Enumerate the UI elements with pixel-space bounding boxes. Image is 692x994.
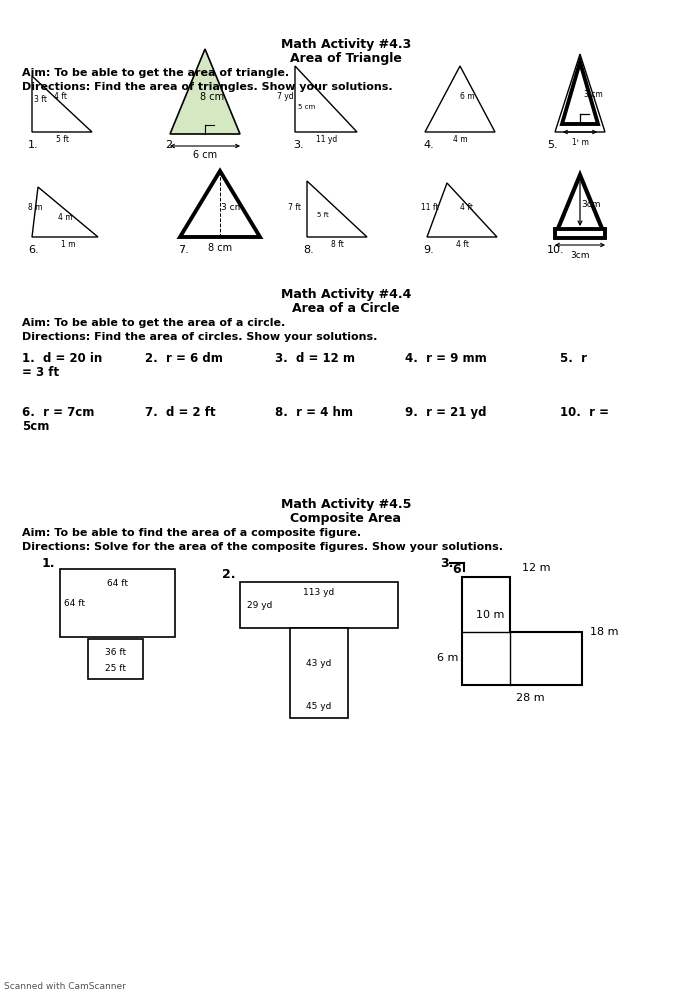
- Text: 64 ft: 64 ft: [64, 599, 84, 608]
- Text: 3.  d = 12 m: 3. d = 12 m: [275, 352, 355, 365]
- Text: 3cm: 3cm: [570, 251, 590, 260]
- Text: 36 ft: 36 ft: [105, 648, 126, 657]
- Text: 3 cm: 3 cm: [583, 90, 602, 99]
- Text: Area of a Circle: Area of a Circle: [292, 302, 400, 315]
- Bar: [240, 582, 398, 628]
- Text: 113 yd: 113 yd: [303, 587, 335, 597]
- Text: 1 m: 1 m: [61, 241, 75, 249]
- Text: 10 m: 10 m: [476, 610, 504, 620]
- Text: 3 cm: 3 cm: [221, 204, 243, 213]
- Text: 6 cm: 6 cm: [193, 150, 217, 160]
- Text: 10.  r =: 10. r =: [560, 407, 609, 419]
- Text: 6.: 6.: [28, 245, 39, 254]
- Text: 6 m: 6 m: [459, 92, 474, 101]
- Text: 9.: 9.: [423, 245, 434, 254]
- Text: 8 cm: 8 cm: [200, 91, 224, 102]
- Text: 11 ft: 11 ft: [421, 204, 439, 213]
- Text: 8.: 8.: [303, 245, 313, 254]
- Text: 3.: 3.: [440, 557, 453, 570]
- Text: 45 yd: 45 yd: [307, 702, 331, 711]
- Bar: [290, 628, 348, 719]
- Bar: [88, 639, 143, 679]
- Text: 5 ft: 5 ft: [57, 135, 69, 144]
- Text: Directions: Find the area of triangles. Show your solutions.: Directions: Find the area of triangles. …: [22, 82, 392, 91]
- Polygon shape: [170, 50, 240, 135]
- Text: Aim: To be able to find the area of a composite figure.: Aim: To be able to find the area of a co…: [22, 528, 361, 538]
- Text: 64 ft: 64 ft: [107, 579, 128, 587]
- Bar: [555, 230, 605, 239]
- Text: 3.: 3.: [293, 140, 304, 150]
- Text: 5.  r: 5. r: [560, 352, 587, 365]
- Text: 4 ft: 4 ft: [53, 92, 66, 101]
- Text: 6 m: 6 m: [437, 652, 459, 662]
- Text: = 3 ft: = 3 ft: [22, 366, 59, 379]
- Text: 29 yd: 29 yd: [247, 601, 273, 610]
- Text: 5.: 5.: [547, 140, 558, 150]
- Text: 7 yd: 7 yd: [277, 92, 293, 101]
- Text: 25 ft: 25 ft: [105, 664, 126, 673]
- Text: 4 ft: 4 ft: [457, 241, 469, 249]
- Text: 28 m: 28 m: [516, 692, 545, 703]
- Text: 2.  r = 6 dm: 2. r = 6 dm: [145, 352, 223, 365]
- Text: 5 cm: 5 cm: [298, 104, 316, 110]
- Text: 4 m: 4 m: [453, 135, 467, 144]
- Text: 18 m: 18 m: [590, 626, 619, 636]
- Text: 2.: 2.: [165, 140, 176, 150]
- Text: 1.: 1.: [28, 140, 39, 150]
- Text: Aim: To be able to get the area of triangle.: Aim: To be able to get the area of trian…: [22, 68, 289, 78]
- Text: 1.  d = 20 in: 1. d = 20 in: [22, 352, 102, 365]
- Text: 8 ft: 8 ft: [331, 241, 343, 249]
- Text: 1.: 1.: [42, 557, 55, 570]
- Text: Math Activity #4.3: Math Activity #4.3: [281, 39, 411, 52]
- Text: Scanned with CamScanner: Scanned with CamScanner: [4, 981, 126, 990]
- Text: 7.  d = 2 ft: 7. d = 2 ft: [145, 407, 216, 419]
- Text: 4 ft: 4 ft: [460, 204, 473, 213]
- Text: 11 yd: 11 yd: [316, 135, 338, 144]
- Text: 6.  r = 7cm: 6. r = 7cm: [22, 407, 94, 419]
- Text: 9.  r = 21 yd: 9. r = 21 yd: [405, 407, 486, 419]
- Text: 4.  r = 9 mm: 4. r = 9 mm: [405, 352, 486, 365]
- Text: 7 ft: 7 ft: [289, 204, 302, 213]
- Text: Math Activity #4.4: Math Activity #4.4: [281, 288, 411, 301]
- Text: 3cm: 3cm: [581, 201, 601, 210]
- Text: 4.: 4.: [423, 140, 434, 150]
- Text: 8.  r = 4 hm: 8. r = 4 hm: [275, 407, 353, 419]
- Polygon shape: [462, 578, 582, 685]
- Text: 5cm: 5cm: [22, 420, 49, 433]
- Text: 3 ft: 3 ft: [33, 95, 46, 104]
- Text: Composite Area: Composite Area: [291, 512, 401, 525]
- Text: 43 yd: 43 yd: [307, 659, 331, 668]
- Text: 8 cm: 8 cm: [208, 243, 232, 252]
- Text: Area of Triangle: Area of Triangle: [290, 53, 402, 66]
- Text: 4 m: 4 m: [57, 214, 72, 223]
- Text: 1ᵗ m: 1ᵗ m: [572, 138, 588, 147]
- Text: 8 m: 8 m: [28, 204, 42, 213]
- Bar: [60, 570, 175, 637]
- Text: 6: 6: [453, 563, 462, 576]
- Text: 5 ft: 5 ft: [317, 212, 329, 218]
- Text: Directions: Find the area of circles. Show your solutions.: Directions: Find the area of circles. Sh…: [22, 332, 377, 342]
- Text: Math Activity #4.5: Math Activity #4.5: [281, 498, 411, 511]
- Text: 10.: 10.: [547, 245, 565, 254]
- Text: 2.: 2.: [222, 568, 235, 580]
- Text: Aim: To be able to get the area of a circle.: Aim: To be able to get the area of a cir…: [22, 318, 285, 328]
- Text: 12 m: 12 m: [522, 563, 550, 573]
- Text: Directions: Solve for the area of the composite figures. Show your solutions.: Directions: Solve for the area of the co…: [22, 542, 503, 552]
- Text: 7.: 7.: [178, 245, 189, 254]
